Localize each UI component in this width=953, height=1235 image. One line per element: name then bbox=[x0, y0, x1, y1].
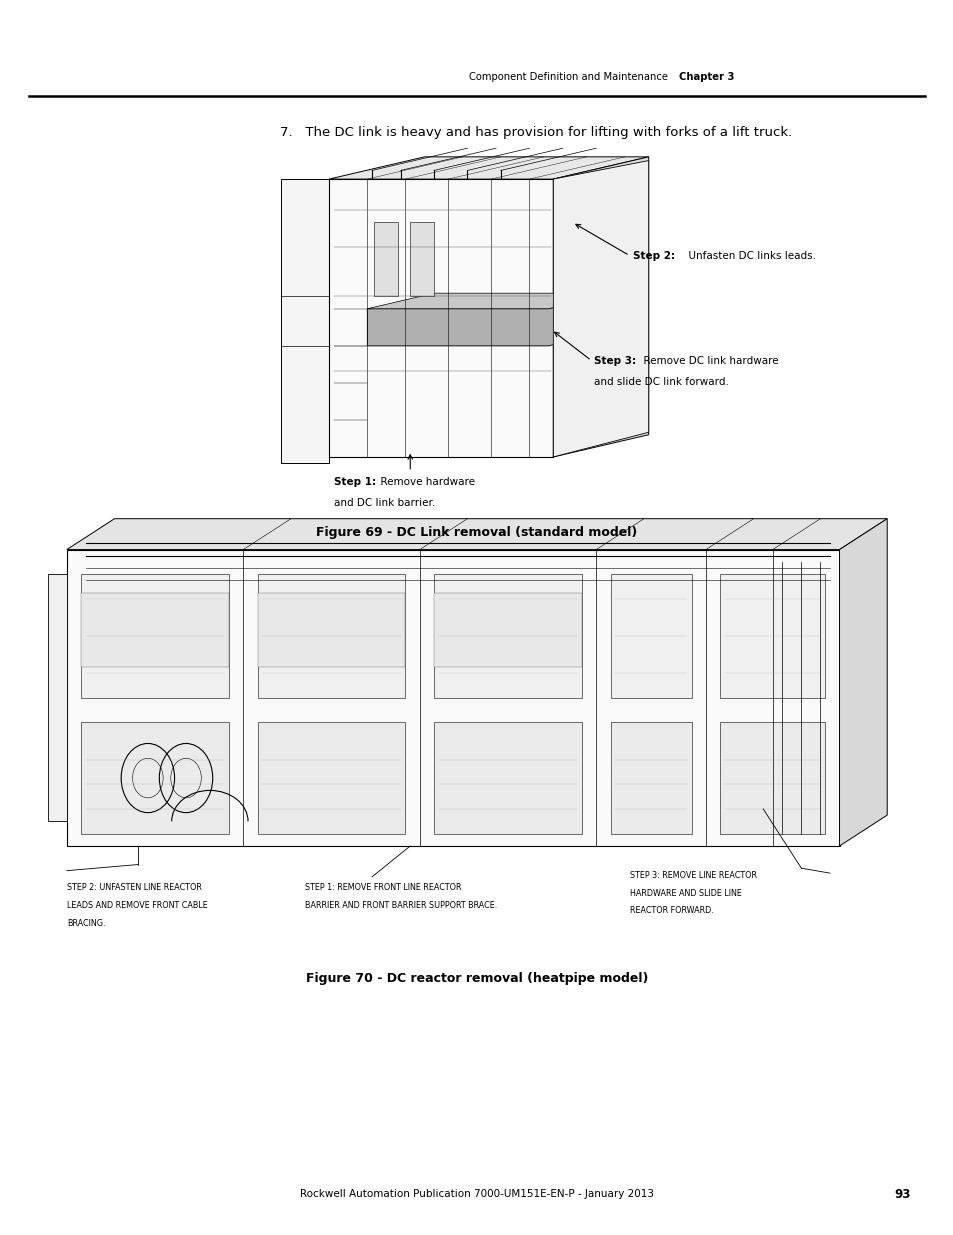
Bar bbox=[720, 574, 824, 698]
Text: Step 3:: Step 3: bbox=[594, 356, 636, 366]
Text: Component Definition and Maintenance: Component Definition and Maintenance bbox=[468, 72, 667, 82]
Bar bbox=[610, 722, 691, 834]
Polygon shape bbox=[367, 293, 615, 309]
Text: 7.   The DC link is heavy and has provision for lifting with forks of a lift tru: 7. The DC link is heavy and has provisio… bbox=[279, 126, 791, 138]
Text: Remove hardware: Remove hardware bbox=[374, 477, 475, 487]
Text: Rockwell Automation Publication 7000-UM151E-EN-P - January 2013: Rockwell Automation Publication 7000-UM1… bbox=[299, 1189, 654, 1199]
Text: Step 2:: Step 2: bbox=[632, 251, 674, 261]
Text: REACTOR FORWARD.: REACTOR FORWARD. bbox=[629, 906, 713, 915]
Polygon shape bbox=[281, 179, 329, 463]
Text: and DC link barrier.: and DC link barrier. bbox=[334, 498, 435, 508]
Text: BARRIER AND FRONT BARRIER SUPPORT BRACE.: BARRIER AND FRONT BARRIER SUPPORT BRACE. bbox=[305, 902, 497, 910]
Bar bbox=[374, 222, 397, 296]
Text: STEP 2: UNFASTEN LINE REACTOR: STEP 2: UNFASTEN LINE REACTOR bbox=[67, 883, 201, 892]
Text: Figure 70 - DC reactor removal (heatpipe model): Figure 70 - DC reactor removal (heatpipe… bbox=[306, 972, 647, 984]
Text: Unfasten DC links leads.: Unfasten DC links leads. bbox=[681, 251, 815, 261]
Bar bbox=[434, 574, 581, 698]
Text: and slide DC link forward.: and slide DC link forward. bbox=[594, 377, 728, 387]
Bar bbox=[257, 574, 405, 698]
Text: HARDWARE AND SLIDE LINE: HARDWARE AND SLIDE LINE bbox=[629, 889, 740, 898]
Text: Step 1:: Step 1: bbox=[334, 477, 375, 487]
Text: STEP 3: REMOVE LINE REACTOR: STEP 3: REMOVE LINE REACTOR bbox=[629, 871, 756, 879]
Polygon shape bbox=[67, 519, 886, 550]
Polygon shape bbox=[553, 161, 648, 457]
Bar bbox=[81, 593, 229, 667]
Polygon shape bbox=[67, 550, 839, 846]
Text: Figure 69 - DC Link removal (standard model): Figure 69 - DC Link removal (standard mo… bbox=[316, 526, 637, 538]
Polygon shape bbox=[48, 574, 67, 821]
Text: 93: 93 bbox=[894, 1188, 910, 1200]
Polygon shape bbox=[367, 293, 615, 346]
Bar bbox=[81, 574, 229, 698]
Bar bbox=[610, 574, 691, 698]
Bar bbox=[410, 222, 434, 296]
Text: Chapter 3: Chapter 3 bbox=[679, 72, 734, 82]
Bar bbox=[720, 722, 824, 834]
Polygon shape bbox=[329, 157, 648, 179]
Bar bbox=[434, 593, 581, 667]
Text: Remove DC link hardware: Remove DC link hardware bbox=[637, 356, 778, 366]
Bar bbox=[257, 593, 405, 667]
Polygon shape bbox=[553, 157, 648, 457]
Text: STEP 1: REMOVE FRONT LINE REACTOR: STEP 1: REMOVE FRONT LINE REACTOR bbox=[305, 883, 461, 892]
Text: BRACING.: BRACING. bbox=[67, 919, 105, 927]
Bar bbox=[434, 722, 581, 834]
Bar bbox=[257, 722, 405, 834]
Bar bbox=[81, 722, 229, 834]
Polygon shape bbox=[329, 179, 553, 457]
Polygon shape bbox=[839, 519, 886, 846]
Text: LEADS AND REMOVE FRONT CABLE: LEADS AND REMOVE FRONT CABLE bbox=[67, 902, 208, 910]
